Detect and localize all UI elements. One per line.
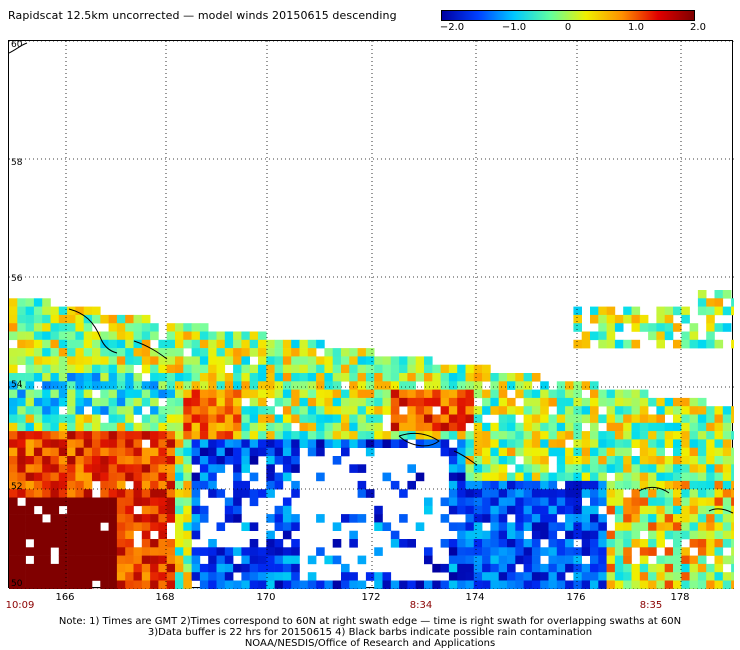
data-cells — [9, 290, 734, 589]
lon-label-176: 176 — [566, 592, 586, 603]
lat-label-54: 54 — [11, 380, 23, 390]
time-label-mid: 8:34 — [409, 600, 433, 611]
lat-label-56: 56 — [11, 274, 23, 284]
time-label-left: 10:09 — [5, 600, 35, 611]
map-title: Rapidscat 12.5km uncorrected — model win… — [8, 9, 397, 22]
lat-label-60: 60 — [11, 40, 23, 50]
note-line-1: Note: 1) Times are GMT 2)Times correspon… — [58, 616, 682, 627]
colorbar-label-min: −2.0 — [439, 22, 465, 33]
colorbar-label-max: 2.0 — [690, 22, 706, 33]
lat-label-50: 50 — [11, 579, 23, 589]
lon-label-166: 166 — [55, 592, 75, 603]
wind-difference-map — [9, 41, 734, 589]
colorbar-label-zero: 0 — [564, 22, 572, 33]
note-line-3: NOAA/NESDIS/Office of Research and Appli… — [244, 638, 496, 649]
note-line-2: 3)Data buffer is 22 hrs for 20150615 4) … — [147, 627, 593, 638]
lon-label-178: 178 — [670, 592, 690, 603]
map-panel: 60 58 56 54 52 50 — [8, 40, 734, 589]
lon-label-168: 168 — [155, 592, 175, 603]
lon-label-174: 174 — [465, 592, 485, 603]
coastline-3 — [398, 432, 440, 447]
coastline-2 — [133, 340, 168, 360]
coastline-0 — [9, 42, 28, 54]
colorbar-label-neg1: −1.0 — [501, 22, 527, 33]
lon-label-170: 170 — [256, 592, 276, 603]
lat-label-52: 52 — [11, 482, 23, 492]
coastline-6 — [708, 508, 734, 514]
coastline-5 — [638, 486, 670, 494]
lat-label-58: 58 — [11, 158, 23, 168]
coastline-4 — [453, 450, 478, 466]
colorbar-label-pos1: 1.0 — [628, 22, 644, 33]
time-label-right: 8:35 — [639, 600, 663, 611]
coastline-1 — [68, 308, 118, 354]
lon-label-172: 172 — [361, 592, 381, 603]
colorbar — [441, 10, 695, 21]
